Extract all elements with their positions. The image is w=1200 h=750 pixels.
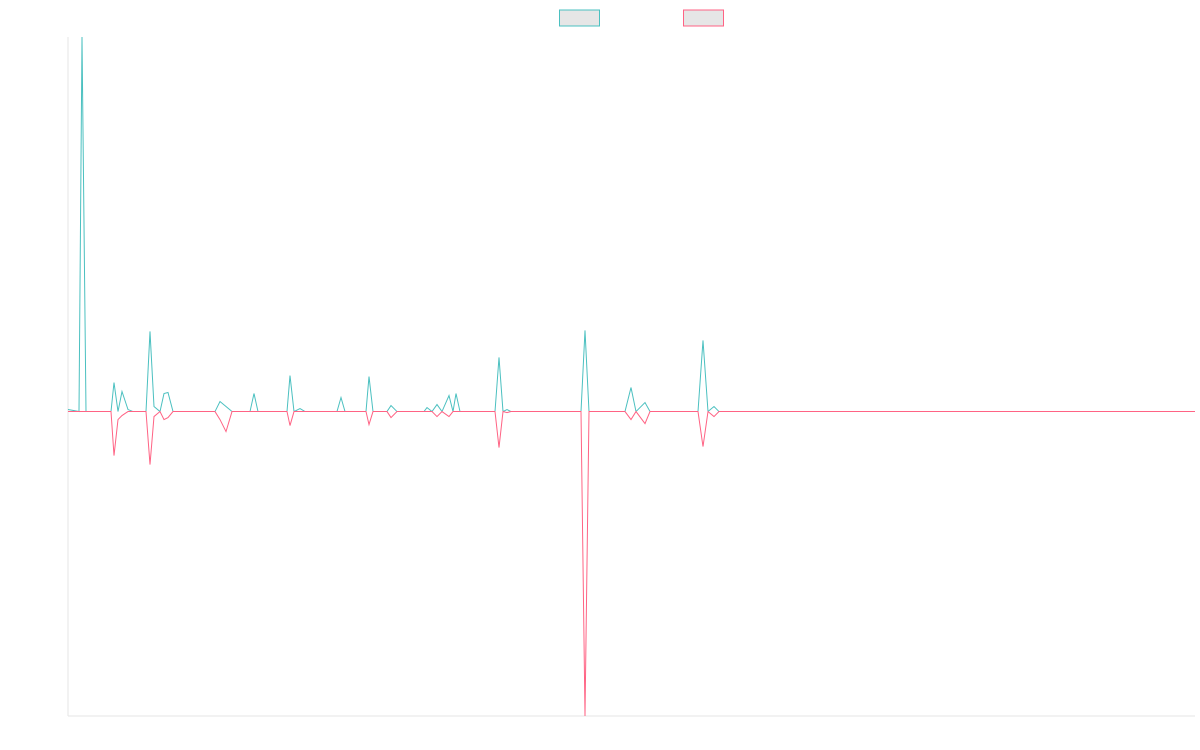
legend-swatch <box>683 9 724 27</box>
series-line <box>68 410 1195 717</box>
legend-swatch <box>559 9 600 27</box>
series-line <box>67 36 1195 413</box>
